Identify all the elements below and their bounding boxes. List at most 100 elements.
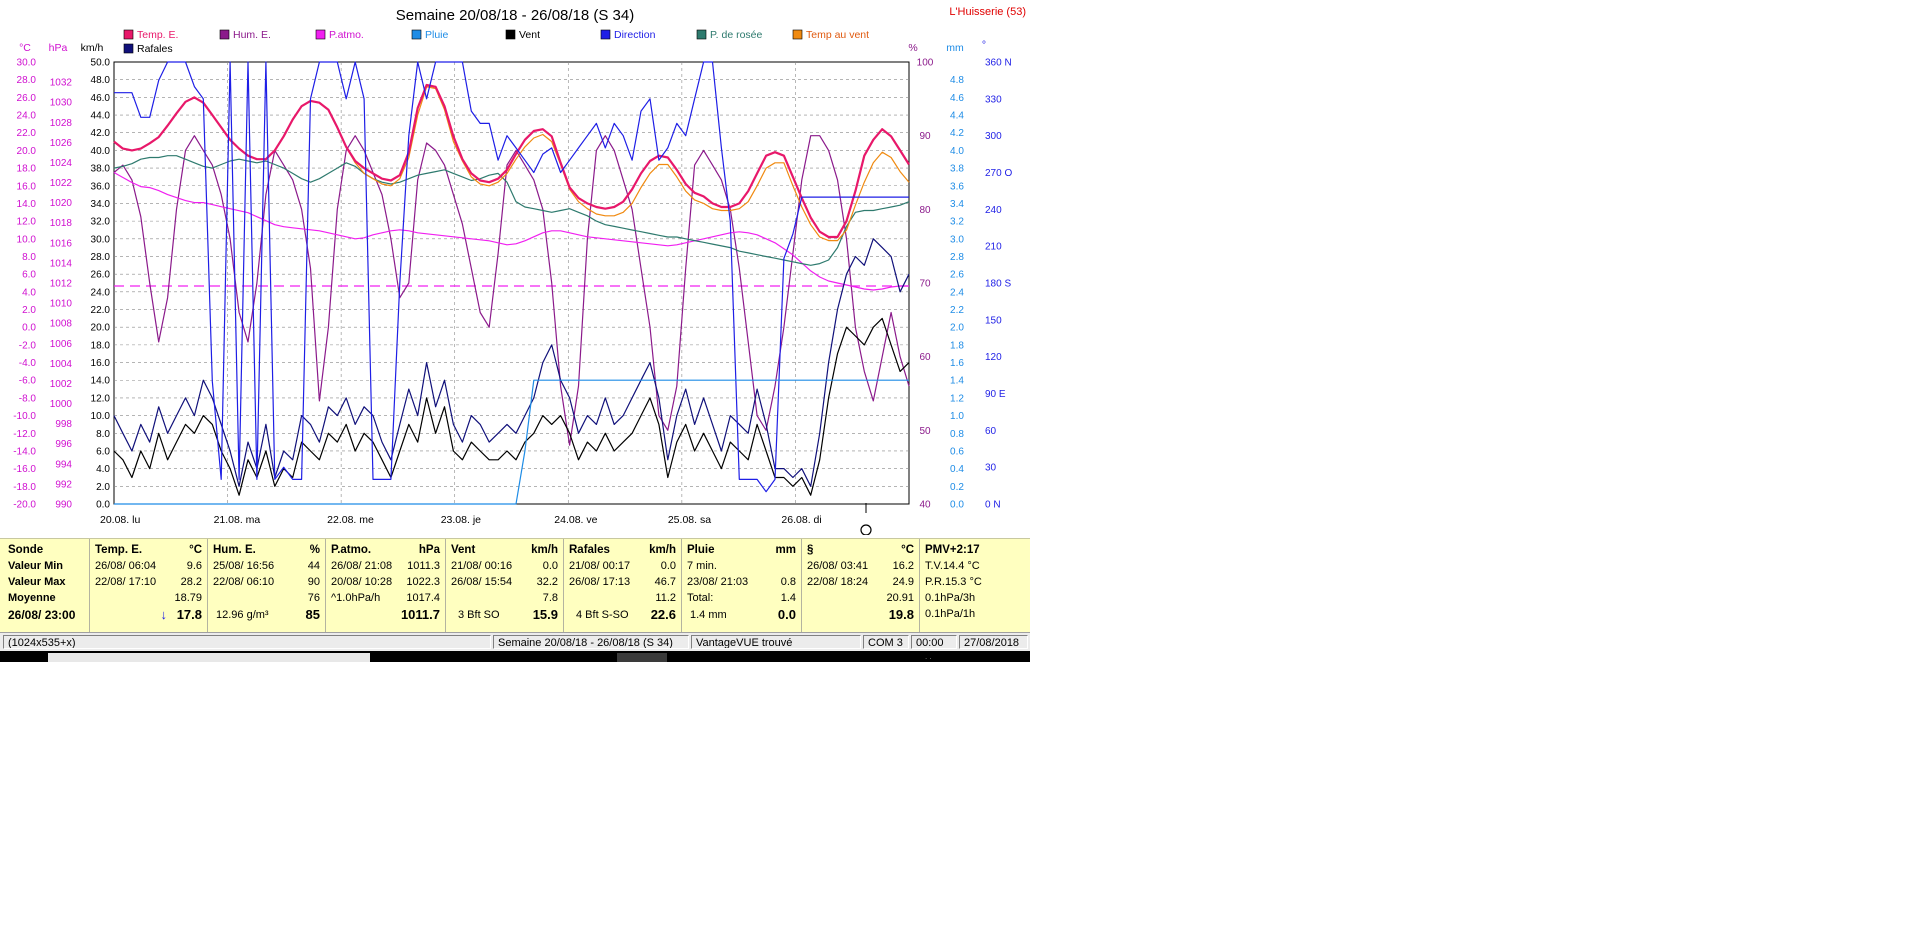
x-axis-label: 22.08. me	[327, 514, 374, 526]
cursor-marker[interactable]	[860, 503, 872, 535]
legend-swatch	[600, 29, 611, 40]
axis-tick-dir: 30	[985, 463, 997, 474]
x-axis-label: 24.08. ve	[554, 514, 597, 526]
axis-tick-wind: 44.0	[91, 111, 111, 122]
axis-tick-hum: 80	[919, 205, 931, 216]
axis-tick-wind: 26.0	[91, 270, 111, 281]
axis-tick-temp: 28.0	[17, 75, 37, 86]
axis-tick-temp: 26.0	[17, 93, 37, 104]
temp-header: Temp. E.	[95, 544, 143, 556]
chart-x-labels: 20.08. lu 21.08. ma 22.08. me 23.08. je 24.0…	[100, 514, 822, 526]
axis-tick-pressure: 998	[55, 419, 72, 430]
wind-max-value: 32.2	[536, 576, 558, 588]
axis-tick-temp: -18.0	[13, 482, 36, 493]
stats-label-max: Valeur Max	[8, 576, 66, 588]
axis-tick-rain: 1.2	[950, 393, 964, 404]
scrollbar-segment	[617, 653, 667, 662]
stats-panel: Sonde Valeur Min Valeur Max Moyenne 26/0…	[0, 538, 1030, 632]
axis-tick-temp: 12.0	[17, 217, 37, 228]
axis-tick-dir: 210	[985, 242, 1002, 253]
axis-tick-dir: 120	[985, 352, 1002, 363]
axis-tick-pressure: 1020	[50, 198, 73, 209]
axis-tick-wind: 22.0	[91, 305, 111, 316]
pressure-max-date: 20/08/ 10:28	[331, 576, 393, 588]
temp-max-value: 28.2	[180, 576, 202, 588]
status-window-size: (1024x535+x)	[3, 635, 491, 649]
axis-tick-dir: 300	[985, 131, 1002, 142]
temp-min-value: 9.6	[186, 560, 202, 572]
station-label: L'Huisserie (53)	[949, 6, 1026, 18]
wind-current-value: 15.9	[532, 607, 558, 622]
x-axis-label: 21.08. ma	[214, 514, 261, 526]
s-avg-value: 20.91	[886, 592, 914, 604]
pressure-min-date: 26/08/ 21:08	[331, 560, 393, 572]
status-time: 00:00	[911, 635, 957, 649]
legend-swatch	[315, 29, 326, 40]
pmv-header: PMV+2:17	[925, 544, 980, 556]
axis-tick-temp: 20.0	[17, 146, 37, 157]
axis-tick-rain: 1.0	[950, 411, 964, 422]
series-line	[113, 155, 910, 266]
axis-tick-pressure: 1032	[50, 78, 73, 89]
x-axis-label: 20.08. lu	[100, 514, 140, 526]
axis-tick-pressure: 1004	[50, 359, 73, 370]
axis-tick-pressure: 1014	[50, 258, 73, 269]
axis-tick-wind: 42.0	[91, 128, 111, 139]
axis-tick-hum: 60	[919, 352, 931, 363]
status-date: 27/08/2018	[959, 635, 1028, 649]
legend-swatch	[411, 29, 422, 40]
bottom-scrollbar[interactable]: . .	[0, 651, 1030, 662]
wind-min-date: 21/08/ 00:16	[451, 560, 513, 572]
axis-tick-temp: 24.0	[17, 111, 37, 122]
axis-tick-rain: 4.8	[950, 75, 964, 86]
series-line	[113, 171, 909, 291]
axis-tick-dir: 90 E	[985, 389, 1006, 400]
stats-label-now: 26/08/ 23:00	[8, 608, 76, 622]
legend-swatch	[792, 29, 803, 40]
pressure-avg-value: 1017.4	[406, 592, 440, 604]
temp-min-date: 26/08/ 06:04	[95, 560, 157, 572]
axis-tick-rain: 3.6	[950, 181, 964, 192]
hum-max-value: 90	[307, 576, 320, 588]
axis-tick-rain: 4.0	[950, 146, 964, 157]
axis-tick-wind: 12.0	[91, 393, 111, 404]
status-week: Semaine 20/08/18 - 26/08/18 (S 34)	[493, 635, 689, 649]
axis-tick-wind: 10.0	[91, 411, 111, 422]
axis-tick-pressure: 1024	[50, 158, 73, 169]
hum-avg-value: 76	[307, 592, 320, 604]
s-max-date: 22/08/ 18:24	[807, 576, 869, 588]
legend-label: P. de rosée	[710, 29, 763, 41]
scrollbar-thumb[interactable]	[48, 653, 370, 662]
axis-tick-temp: 8.0	[22, 252, 36, 263]
axis-tick-wind: 14.0	[91, 376, 111, 387]
axis-tick-wind: 46.0	[91, 93, 111, 104]
axis-tick-wind: 32.0	[91, 217, 111, 228]
axis-tick-rain: 2.4	[950, 287, 964, 298]
axis-tick-wind: 8.0	[96, 429, 110, 440]
axis-tick-hum: 100	[917, 58, 934, 69]
pressure-current-value: 1011.7	[400, 607, 440, 622]
stats-s-column: § °C 26/08/ 03:41 16.2 22/08/ 18:24 24.9…	[802, 539, 920, 632]
axis-tick-wind: 28.0	[91, 252, 111, 263]
pressure-header: P.atmo.	[331, 544, 372, 556]
pressure-max-value: 1022.3	[406, 576, 440, 588]
series-line	[113, 317, 910, 496]
axis-tick-wind: 4.0	[96, 464, 110, 475]
weather-app-window: Semaine 20/08/18 - 26/08/18 (S 34) L'Hui…	[0, 0, 1030, 663]
rain-total-label: Total:	[687, 592, 714, 604]
wind-unit: km/h	[531, 544, 558, 556]
legend-swatch	[219, 29, 230, 40]
axis-tick-pressure: 1030	[50, 98, 73, 109]
axis-tick-temp: -12.0	[13, 429, 36, 440]
axis-tick-rain: 2.0	[950, 323, 964, 334]
axis-tick-hum: 50	[919, 426, 931, 437]
rain-header: Pluie	[687, 544, 715, 556]
axis-tick-pressure: 1018	[50, 218, 73, 229]
legend-swatch	[123, 29, 134, 40]
axis-tick-temp: 30.0	[17, 58, 37, 69]
axis-tick-rain: 2.8	[950, 252, 964, 263]
axis-tick-wind: 16.0	[91, 358, 111, 369]
s-unit: °C	[901, 544, 914, 556]
axis-tick-wind: 34.0	[91, 199, 111, 210]
status-bar: (1024x535+x) Semaine 20/08/18 - 26/08/18…	[0, 632, 1030, 651]
